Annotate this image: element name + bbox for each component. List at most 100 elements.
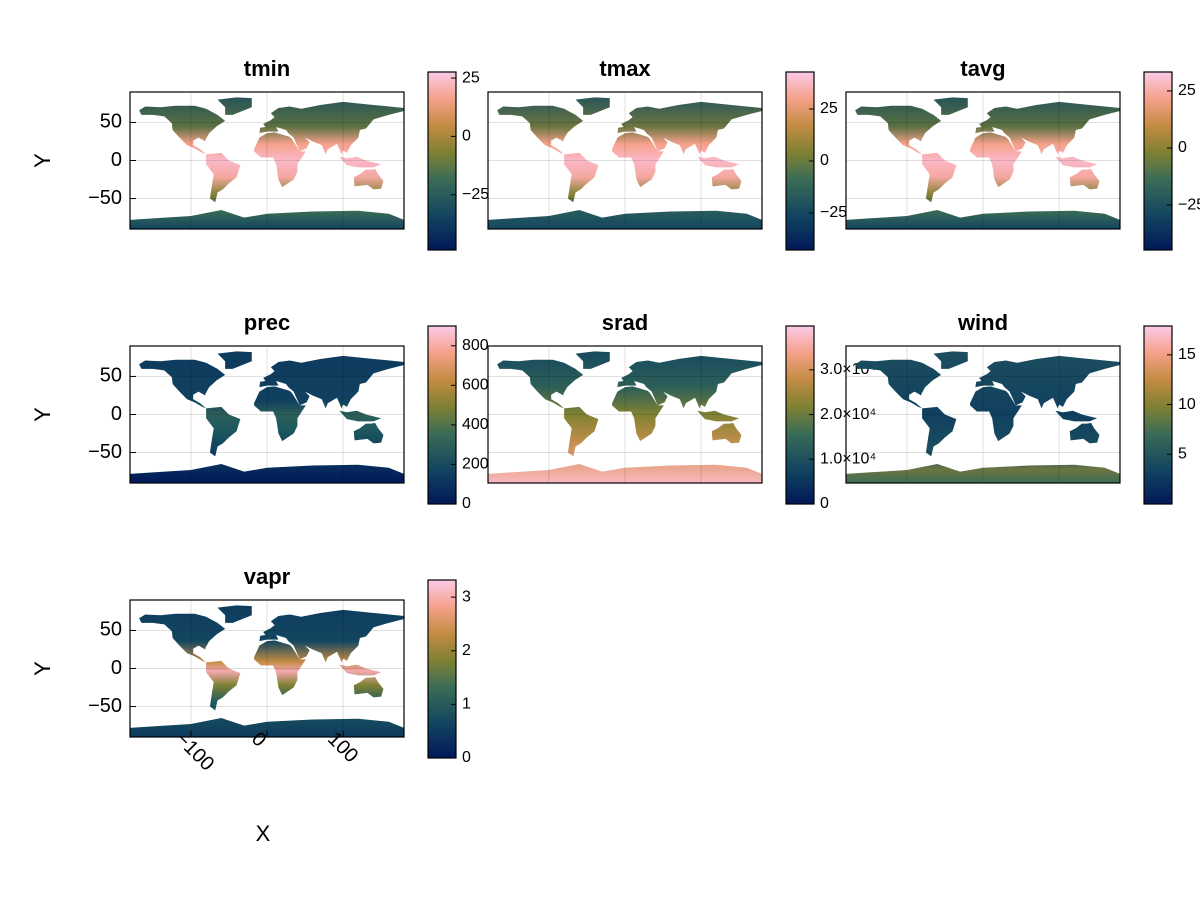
y-tick-label: 0 (111, 657, 122, 679)
colorbar (427, 325, 457, 505)
colorbar-tick-label: −25 (1178, 196, 1200, 213)
y-tick-label: −50 (88, 441, 122, 463)
land (130, 209, 404, 229)
land (497, 359, 584, 409)
map (488, 97, 762, 229)
colorbar-tick-label: 400 (462, 416, 489, 433)
land (564, 152, 599, 203)
colorbar-tick-label: 1 (462, 696, 471, 713)
panel-title: vapr (244, 564, 291, 589)
land (206, 406, 241, 457)
land (846, 463, 1120, 483)
land (217, 351, 252, 369)
land (206, 660, 241, 711)
y-axis-label: Y (30, 153, 55, 168)
colorbar-tick-label: −25 (462, 186, 489, 203)
colorbar-tick-label: 600 (462, 377, 489, 394)
colorbar-tick-label: 0 (462, 128, 471, 145)
axes-frame (129, 345, 405, 484)
x-axis-label: X (256, 821, 271, 846)
y-tick-label: 0 (111, 149, 122, 171)
land (933, 351, 968, 369)
land (970, 132, 1022, 188)
map (846, 351, 1120, 483)
land (339, 410, 382, 422)
colorbar-tick-label: 10 (1178, 396, 1196, 413)
y-tick-label: 50 (100, 111, 122, 133)
land (139, 105, 226, 155)
land (206, 152, 241, 203)
y-tick-label: 0 (111, 403, 122, 425)
land (497, 105, 584, 155)
y-tick-label: −50 (88, 187, 122, 209)
land (564, 406, 599, 457)
land (259, 101, 404, 155)
land (130, 717, 404, 737)
land (339, 664, 382, 676)
colorbar (1143, 325, 1173, 505)
axes-frame (129, 91, 405, 230)
land (488, 463, 762, 483)
land (488, 209, 762, 229)
land (575, 97, 610, 115)
axes-frame (487, 345, 763, 484)
axes-frame (845, 345, 1121, 484)
map (130, 97, 404, 229)
land (975, 101, 1120, 155)
land (612, 132, 664, 188)
land (975, 355, 1120, 409)
land (259, 609, 404, 663)
land (711, 168, 742, 190)
land (1055, 156, 1098, 168)
colorbar-tick-label: 2 (462, 642, 471, 659)
panel-title: prec (244, 310, 290, 335)
land (612, 386, 664, 442)
colorbar-tick-label: 2.0×10⁴ (820, 406, 876, 423)
colorbar-tick-label: 0 (820, 152, 829, 169)
land (259, 355, 404, 409)
y-tick-label: 50 (100, 365, 122, 387)
land (339, 156, 382, 168)
land (1055, 410, 1098, 422)
land (970, 386, 1022, 442)
colorbar (1143, 71, 1173, 251)
land (617, 355, 762, 409)
y-tick-label: −50 (88, 695, 122, 717)
land (254, 132, 306, 188)
land (254, 640, 306, 696)
land (855, 105, 942, 155)
y-axis-label: Y (30, 661, 55, 676)
land (846, 209, 1120, 229)
panel-title: tmax (599, 56, 651, 81)
colorbar-tick-label: 15 (1178, 346, 1196, 363)
land (697, 410, 740, 422)
colorbar-tick-label: 200 (462, 456, 489, 473)
colorbar (427, 579, 457, 759)
land (139, 359, 226, 409)
map (130, 605, 404, 737)
y-axis-label: Y (30, 407, 55, 422)
axes-frame (845, 91, 1121, 230)
map (130, 351, 404, 483)
axes-frame (129, 599, 405, 738)
y-tick-label: 50 (100, 619, 122, 641)
colorbar-tick-label: 0 (462, 495, 471, 512)
colorbar-tick-label: 3 (462, 588, 471, 605)
colorbar (427, 71, 457, 251)
colorbar-tick-label: −25 (820, 204, 847, 221)
map (488, 351, 762, 483)
colorbar-tick-label: 25 (820, 100, 838, 117)
panel-title: tmin (244, 56, 290, 81)
axes-frame (487, 91, 763, 230)
land (217, 97, 252, 115)
colorbar-tick-label: 0 (820, 495, 829, 512)
colorbar-tick-label: 5 (1178, 445, 1187, 462)
land (711, 422, 742, 444)
land (575, 351, 610, 369)
land (353, 676, 384, 698)
land (139, 613, 226, 663)
land (353, 422, 384, 444)
map (846, 97, 1120, 229)
colorbar-tick-label: 1.0×10⁴ (820, 450, 876, 467)
